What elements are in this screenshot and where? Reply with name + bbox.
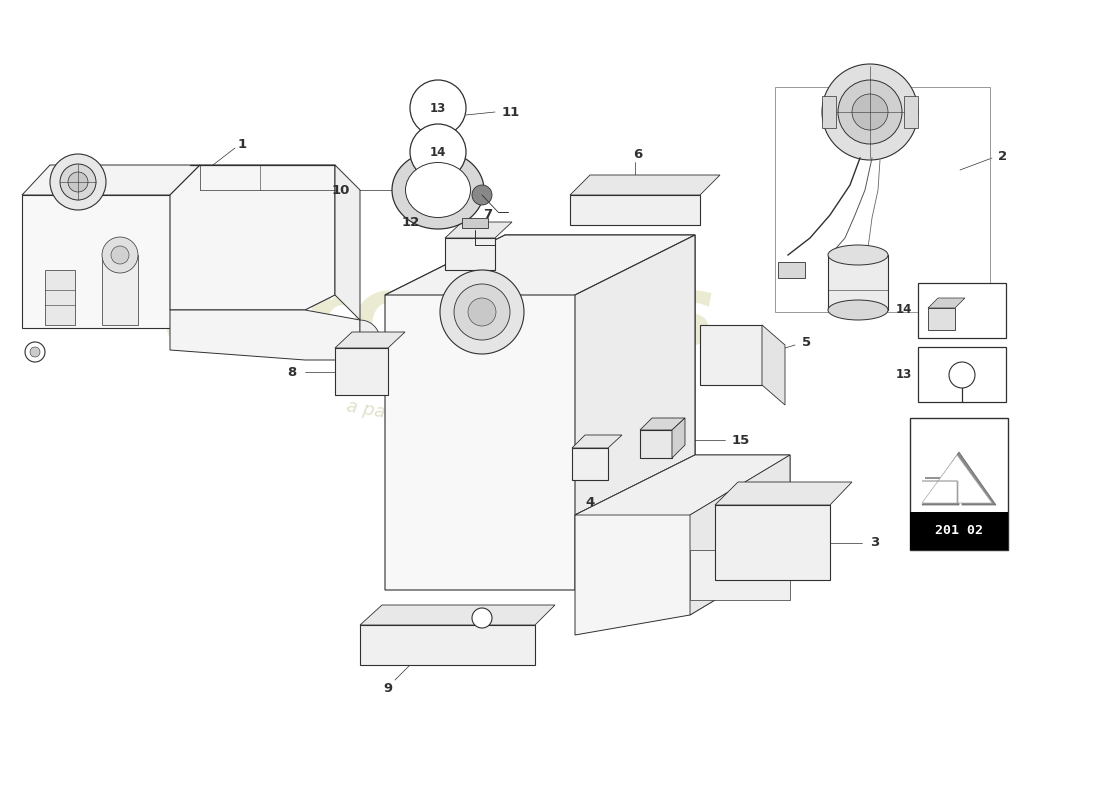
Circle shape xyxy=(822,64,918,160)
Circle shape xyxy=(50,154,106,210)
Polygon shape xyxy=(170,310,360,360)
Polygon shape xyxy=(22,195,170,328)
Polygon shape xyxy=(904,96,918,128)
Circle shape xyxy=(111,246,129,264)
Polygon shape xyxy=(672,418,685,458)
Polygon shape xyxy=(640,418,685,430)
Circle shape xyxy=(852,94,888,130)
Bar xyxy=(918,347,1007,402)
Ellipse shape xyxy=(392,151,484,229)
Circle shape xyxy=(60,164,96,200)
Polygon shape xyxy=(700,325,762,385)
Text: euro: euro xyxy=(163,271,420,369)
Text: 15: 15 xyxy=(732,434,750,446)
Bar xyxy=(910,418,1008,550)
Text: 14: 14 xyxy=(430,146,447,158)
Circle shape xyxy=(410,80,466,136)
Circle shape xyxy=(102,237,138,273)
Text: 201 02: 201 02 xyxy=(935,525,983,538)
Polygon shape xyxy=(822,96,836,128)
Polygon shape xyxy=(575,455,790,635)
Text: Parts: Parts xyxy=(425,271,716,369)
Polygon shape xyxy=(385,235,695,295)
Text: 6: 6 xyxy=(634,149,642,162)
Bar xyxy=(910,512,1008,550)
Circle shape xyxy=(30,347,40,357)
Text: 13: 13 xyxy=(895,369,912,382)
Text: 9: 9 xyxy=(384,682,393,694)
Polygon shape xyxy=(336,348,388,395)
Polygon shape xyxy=(922,452,996,505)
Circle shape xyxy=(25,342,45,362)
Polygon shape xyxy=(45,270,75,325)
Polygon shape xyxy=(336,332,405,348)
Circle shape xyxy=(410,124,466,180)
Text: 10: 10 xyxy=(331,183,350,197)
Polygon shape xyxy=(640,430,672,458)
Polygon shape xyxy=(360,625,535,665)
Text: 12: 12 xyxy=(402,217,420,230)
Text: 8: 8 xyxy=(288,366,297,378)
Polygon shape xyxy=(690,455,790,615)
Polygon shape xyxy=(922,455,992,503)
Polygon shape xyxy=(385,235,695,590)
Polygon shape xyxy=(715,482,852,505)
Polygon shape xyxy=(570,195,700,225)
Polygon shape xyxy=(360,320,379,360)
Polygon shape xyxy=(828,255,888,310)
Text: 3: 3 xyxy=(870,537,879,550)
Text: 5: 5 xyxy=(802,337,811,350)
Polygon shape xyxy=(572,435,621,448)
Circle shape xyxy=(68,172,88,192)
Text: a passion for parts since 1985: a passion for parts since 1985 xyxy=(344,398,615,462)
Polygon shape xyxy=(778,262,805,278)
Polygon shape xyxy=(575,455,790,515)
Ellipse shape xyxy=(828,300,888,320)
Ellipse shape xyxy=(828,245,888,265)
Polygon shape xyxy=(928,308,955,330)
Text: 1: 1 xyxy=(238,138,246,151)
Text: 7: 7 xyxy=(483,209,493,222)
Polygon shape xyxy=(575,235,695,515)
Circle shape xyxy=(949,362,975,388)
Text: 13: 13 xyxy=(430,102,447,114)
Polygon shape xyxy=(572,448,608,480)
Circle shape xyxy=(468,298,496,326)
Circle shape xyxy=(454,284,510,340)
Circle shape xyxy=(472,608,492,628)
Ellipse shape xyxy=(406,162,471,218)
Polygon shape xyxy=(446,238,495,270)
Polygon shape xyxy=(928,298,965,308)
Polygon shape xyxy=(102,255,138,325)
Circle shape xyxy=(472,185,492,205)
Polygon shape xyxy=(462,218,488,228)
Polygon shape xyxy=(360,605,556,625)
Polygon shape xyxy=(22,165,200,195)
Polygon shape xyxy=(336,165,360,320)
Text: 14: 14 xyxy=(895,303,912,317)
Polygon shape xyxy=(762,325,785,405)
Text: 11: 11 xyxy=(502,106,520,118)
Bar xyxy=(776,87,990,312)
Polygon shape xyxy=(690,550,790,600)
Text: 2: 2 xyxy=(998,150,1008,162)
Polygon shape xyxy=(715,505,830,580)
Circle shape xyxy=(838,80,902,144)
Bar xyxy=(918,283,1007,338)
Text: 4: 4 xyxy=(585,497,595,510)
Circle shape xyxy=(440,270,524,354)
Polygon shape xyxy=(570,175,721,195)
Polygon shape xyxy=(446,222,512,238)
Polygon shape xyxy=(170,165,336,310)
